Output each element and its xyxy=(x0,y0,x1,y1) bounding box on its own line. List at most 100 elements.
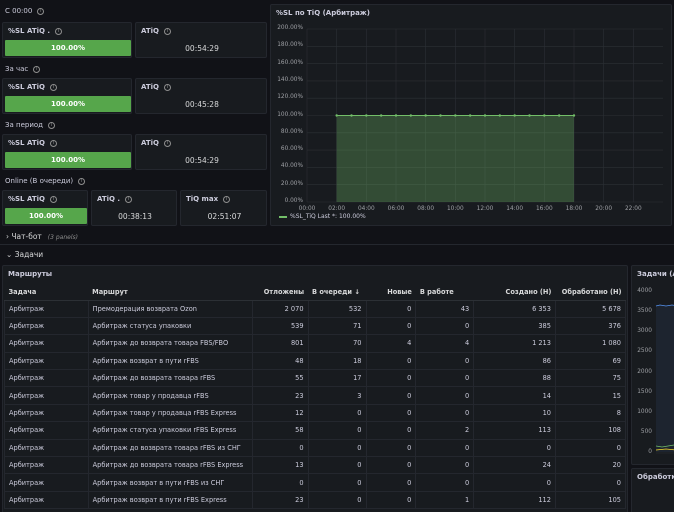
table-cell: 2 xyxy=(415,421,475,440)
side-series-line-2 xyxy=(655,444,674,448)
series-point xyxy=(572,114,576,117)
chevron-right-icon: › xyxy=(6,232,9,241)
y-tick-label: 40.00% xyxy=(280,163,303,170)
table-cell: 0 xyxy=(555,439,627,458)
table-row[interactable]: Арбитраж Арбитраж до возврата товара FBS/… xyxy=(4,334,627,353)
table-row[interactable]: Арбитраж Арбитраж статуса упаковки 539 71 0 0… xyxy=(4,317,627,336)
table-cell: 0 xyxy=(415,439,475,458)
table-cell: 86 xyxy=(473,352,556,371)
table-cell: 1 213 xyxy=(473,334,556,353)
info-icon[interactable]: i xyxy=(164,139,171,147)
routes-table: Задача Маршрут Отложены В очереди ↓ Новы… xyxy=(4,285,627,510)
series-point xyxy=(498,114,502,117)
info-icon[interactable]: i xyxy=(55,27,63,35)
table-cell: 0 xyxy=(308,421,367,440)
info-icon[interactable]: i xyxy=(164,27,171,35)
table-cell: 13 xyxy=(252,456,309,475)
info-icon[interactable]: i xyxy=(49,83,57,91)
x-tick-label: 06:00 xyxy=(387,206,405,212)
table-cell: 12 xyxy=(252,404,309,423)
table-cell: 0 xyxy=(308,473,367,492)
table-row[interactable]: Арбитраж Арбитраж товар у продавца rFBS E… xyxy=(4,404,627,423)
chart-legend[interactable]: %SL_TiQ Last *: 100.00% xyxy=(279,213,366,220)
table-row[interactable]: Арбитраж Арбитраж возврат в пути rFBS 48 18… xyxy=(4,352,627,371)
table-cell: Арбитраж xyxy=(4,404,89,423)
series-point xyxy=(335,114,338,117)
side-y-labels: 4000 3500 3000 2500 2000 1500 1000 500 0 xyxy=(632,266,654,466)
side-panel-title: Задачи (Ар xyxy=(637,270,674,278)
info-icon[interactable]: i xyxy=(48,121,56,129)
side-y-tick-label: 3500 xyxy=(637,308,652,315)
table-cell: 532 xyxy=(308,300,367,318)
table-cell: Арбитраж до возврата товара rFBS Express xyxy=(88,456,253,475)
info-icon[interactable]: i xyxy=(49,139,57,147)
table-cell: Арбитраж xyxy=(4,439,89,458)
info-icon[interactable]: i xyxy=(49,195,57,203)
series-point xyxy=(350,114,353,117)
table-cell: 0 xyxy=(415,386,475,405)
table-row[interactable]: Арбитраж Арбитраж возврат в пути rFBS из … xyxy=(4,473,627,492)
table-cell: Арбитраж xyxy=(4,352,89,371)
info-icon[interactable]: i xyxy=(223,195,231,203)
info-icon[interactable]: i xyxy=(125,195,133,203)
table-row[interactable]: Арбитраж Арбитраж до возврата товара rFBS… xyxy=(4,369,627,388)
row-tasks-expanded[interactable]: ⌄ Задачи xyxy=(6,250,43,259)
table-cell: 18 xyxy=(308,352,367,371)
table-cell: 10 xyxy=(473,404,556,423)
table-cell: 71 xyxy=(308,317,367,336)
side-series-area xyxy=(656,305,674,452)
col-new[interactable]: Новые xyxy=(366,285,416,301)
col-created[interactable]: Создано (Н) xyxy=(473,285,556,301)
table-row[interactable]: Арбитраж Арбитраж товар у продавца rFBS 23… xyxy=(4,386,627,405)
y-tick-label: 120.00% xyxy=(277,94,303,101)
col-postponed[interactable]: Отложены xyxy=(252,285,309,301)
col-task[interactable]: Задача xyxy=(4,285,89,301)
table-cell: 0 xyxy=(366,317,417,336)
col-in-work[interactable]: В работе xyxy=(415,285,474,301)
table-cell: 112 xyxy=(473,491,556,510)
table-cell: Арбитраж до возврата товара rFBS из СНГ xyxy=(88,439,253,458)
chart-title: %SL по TiQ (Арбитраж) xyxy=(276,9,370,17)
x-tick-label: 22:00 xyxy=(624,206,642,212)
table-cell: 20 xyxy=(555,456,627,475)
table-cell: 105 xyxy=(555,491,627,510)
table-cell: 0 xyxy=(473,473,556,492)
series-point xyxy=(483,114,487,117)
info-icon[interactable]: i xyxy=(37,7,45,15)
table-row[interactable]: Арбитраж Арбитраж до возврата товара rFBS… xyxy=(4,439,627,458)
routes-title: Маршруты xyxy=(8,270,53,278)
table-cell: 0 xyxy=(366,386,417,405)
y-tick-label: 180.00% xyxy=(277,42,303,49)
y-tick-label: 200.00% xyxy=(277,25,303,31)
table-cell: 1 080 xyxy=(555,334,627,353)
atiq-value: 00:45:28 xyxy=(185,100,219,109)
table-cell: 0 xyxy=(366,352,417,371)
table-cell: 23 xyxy=(252,491,309,510)
info-icon[interactable]: i xyxy=(33,65,41,73)
x-tick-label: 10:00 xyxy=(446,206,464,212)
row-chatbot-collapsed[interactable]: › Чат-бот (3 panels) xyxy=(6,232,78,241)
table-row[interactable]: Арбитраж Премодерация возврата Ozon 2 070 5… xyxy=(4,300,627,318)
col-processed[interactable]: Обработано (Н) xyxy=(555,285,626,301)
table-cell: 58 xyxy=(252,421,309,440)
row-note: (3 panels) xyxy=(47,234,78,241)
atiq-panel-1: ATiQ i 00:54:29 xyxy=(135,22,267,58)
chevron-down-icon: ⌄ xyxy=(6,250,13,259)
table-cell: 0 xyxy=(366,369,417,388)
tasks-side-panel: Задачи (Ар 4000 3500 3000 2500 2000 1500 1000 5… xyxy=(631,265,674,465)
table-cell: Арбитраж xyxy=(4,369,89,388)
series-point xyxy=(468,114,472,117)
col-route[interactable]: Маршрут xyxy=(88,285,253,301)
info-icon[interactable]: i xyxy=(164,83,171,91)
info-icon[interactable]: i xyxy=(78,177,86,185)
table-cell: 48 xyxy=(252,352,309,371)
table-cell: Арбитраж возврат в пути rFBS xyxy=(88,352,253,371)
table-cell: 14 xyxy=(473,386,556,405)
table-cell: Арбитраж xyxy=(4,491,89,510)
x-tick-label: 04:00 xyxy=(357,206,375,212)
table-row[interactable]: Арбитраж Арбитраж до возврата товара rFBS… xyxy=(4,456,627,475)
table-cell: 0 xyxy=(308,491,367,510)
table-row[interactable]: Арбитраж Арбитраж возврат в пути rFBS Exp… xyxy=(4,491,627,510)
col-in-queue[interactable]: В очереди ↓ xyxy=(308,285,366,301)
table-row[interactable]: Арбитраж Арбитраж статуса упаковки rFBS E… xyxy=(4,421,627,440)
